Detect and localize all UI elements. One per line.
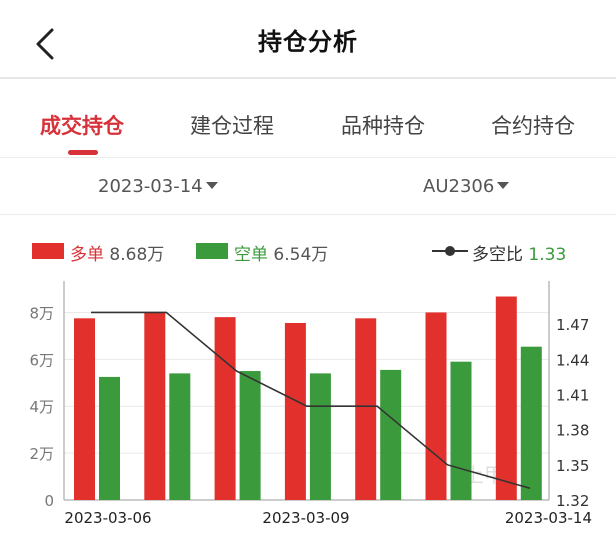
short-legend-swatch [196,243,228,259]
tabs-divider [0,157,616,158]
contract-selector[interactable]: AU2306 [423,176,510,197]
y-left-tick-label: 0 [44,492,54,510]
short-bar [450,361,472,500]
y-right-tick-label: 1.47 [556,316,589,334]
header-divider [0,77,616,79]
long-legend-label: 多单 [70,245,104,265]
short-bar [380,369,402,500]
ratio-legend-marker [432,246,468,256]
short-bar [520,346,542,500]
selector-divider [0,214,616,215]
contract-selector-value: AU2306 [423,176,495,197]
x-tick-label: 2023-03-06 [64,509,151,527]
ratio-line [91,311,531,490]
y-right-tick-label: 1.32 [556,492,589,510]
caret-down-icon [497,181,510,189]
y-left-tick-label: 4万 [29,398,54,416]
short-bar [239,371,261,500]
long-bar [355,318,377,500]
y-left-tick-label: 8万 [29,304,54,322]
y-right-tick-label: 1.38 [556,422,589,440]
short-legend-value: 6.54万 [273,245,329,265]
short-bar [309,373,331,500]
ratio-legend-value: 1.33 [528,245,567,265]
long-bar [214,317,236,500]
long-bar [284,322,306,500]
short-legend: 空单 6.54万 [234,240,328,265]
long-bar [495,296,517,500]
long-legend-swatch [32,243,64,259]
date-selector-value: 2023-03-14 [98,176,203,197]
long-bar [74,318,95,500]
position-chart: 02万4万6万8万1.321.351.381.411.441.47上甲2023-… [29,281,592,527]
tab-contract-position[interactable]: 合约持仓 [491,114,575,138]
y-left-tick-label: 6万 [29,351,54,369]
short-legend-label: 空单 [234,245,268,265]
chevron-left-icon[interactable] [32,26,60,62]
caret-down-icon [205,181,218,189]
ratio-legend: 多空比 1.33 [472,240,566,265]
ratio-legend-label: 多空比 [472,245,523,265]
tab-variety-position[interactable]: 品种持仓 [341,114,425,138]
y-left-tick-label: 2万 [29,445,54,463]
tab-build-process[interactable]: 建仓过程 [190,114,274,138]
date-selector[interactable]: 2023-03-14 [98,176,218,197]
short-bar [99,376,120,500]
long-legend: 多单 8.68万 [70,240,164,265]
y-right-tick-label: 1.44 [556,351,589,369]
y-right-tick-label: 1.41 [556,387,589,405]
tab-trade-position[interactable]: 成交持仓 [40,114,124,138]
y-right-tick-label: 1.35 [556,457,589,475]
short-bar [169,373,191,500]
header: 持仓分析 [0,0,616,78]
active-tab-indicator [68,150,98,155]
page-title: 持仓分析 [258,28,358,56]
long-bar [144,312,166,500]
long-legend-value: 8.68万 [109,245,165,265]
long-bar [425,312,447,500]
x-tick-label: 2023-03-14 [505,509,592,527]
x-tick-label: 2023-03-09 [262,509,349,527]
